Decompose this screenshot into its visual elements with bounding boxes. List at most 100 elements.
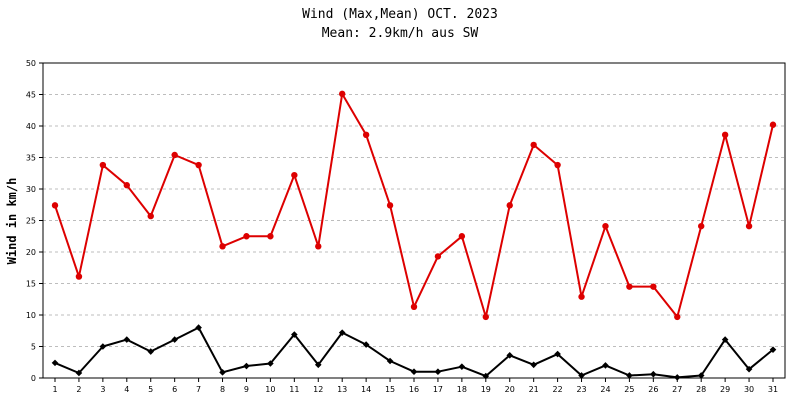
series-0-point-10	[291, 171, 298, 179]
x-tick-label-23: 24	[600, 385, 610, 394]
series-1-point-24	[626, 372, 633, 379]
series-1-point-30	[769, 346, 777, 353]
y-tick-label-0: 0	[31, 374, 36, 383]
series-0-point-26	[674, 313, 681, 321]
series-0-point-8	[243, 233, 250, 240]
x-tick-label-30: 31	[768, 385, 778, 394]
series-1-point-12	[338, 329, 346, 336]
series-1-point-25	[650, 370, 657, 378]
series-1-point-20	[530, 361, 537, 369]
y-tick-label-10: 50	[26, 59, 36, 68]
series-0-point-22	[578, 293, 585, 300]
series-1-point-21	[554, 350, 561, 358]
x-tick-label-19: 20	[505, 385, 515, 394]
x-tick-label-24: 25	[624, 385, 634, 394]
x-tick-label-14: 15	[385, 385, 395, 394]
series-1-point-22	[578, 372, 585, 379]
x-tick-label-25: 26	[648, 385, 658, 394]
series-1-point-0	[51, 359, 59, 367]
x-tick-label-26: 27	[672, 385, 682, 394]
series-0-point-19	[506, 202, 513, 209]
series-0-point-15	[410, 303, 418, 311]
series-1-point-16	[434, 368, 442, 375]
x-tick-label-28: 29	[720, 385, 730, 394]
x-tick-label-5: 6	[172, 385, 177, 394]
series-0-point-24	[626, 283, 633, 290]
series-0-point-21	[554, 161, 561, 169]
chart-subtitle: Mean: 2.9km/h aus SW	[322, 26, 479, 41]
y-axis-label: Wind in km/h	[5, 178, 19, 265]
x-tick-label-3: 4	[124, 385, 129, 394]
series-1-point-28	[721, 336, 729, 343]
y-tick-label-3: 15	[26, 280, 36, 289]
series-1-point-26	[673, 374, 681, 381]
series-0-point-17	[458, 233, 466, 240]
series-1-point-2	[99, 343, 107, 350]
series-0-point-25	[650, 283, 657, 290]
x-tick-label-21: 22	[553, 385, 563, 394]
x-tick-label-17: 18	[457, 385, 467, 394]
series-0-point-16	[434, 253, 442, 260]
y-tick-label-7: 35	[26, 154, 36, 163]
x-tick-label-7: 8	[220, 385, 225, 394]
series-1-point-15	[410, 368, 418, 375]
x-tick-label-4: 5	[148, 385, 153, 394]
series-0-point-14	[386, 202, 394, 209]
series-1-point-23	[602, 362, 609, 369]
series-1-point-4	[147, 348, 155, 355]
series-0-point-11	[315, 243, 322, 250]
y-tick-label-8: 40	[26, 122, 36, 131]
series-1-point-10	[291, 331, 298, 338]
x-tick-label-12: 13	[337, 385, 347, 394]
series-1-point-9	[267, 360, 274, 367]
series-1-point-27	[697, 372, 705, 379]
series-1-point-11	[314, 361, 322, 369]
series-0-point-9	[267, 233, 274, 240]
series-1-point-18	[482, 372, 490, 380]
series-0-point-12	[339, 90, 346, 98]
y-tick-label-5: 25	[26, 217, 36, 226]
x-tick-label-2: 3	[100, 385, 105, 394]
series-1-point-13	[362, 341, 370, 348]
series-1-point-19	[506, 352, 514, 359]
x-tick-label-9: 10	[265, 385, 275, 394]
series-1-point-17	[458, 363, 466, 370]
series-0-point-27	[698, 222, 705, 230]
y-tick-label-2: 10	[26, 311, 36, 320]
series-0-point-3	[123, 182, 130, 189]
y-tick-label-6: 30	[26, 185, 36, 194]
series-0-point-18	[482, 313, 489, 321]
series-0-point-5	[171, 151, 178, 159]
series-0-point-6	[195, 161, 202, 169]
series-0-point-4	[147, 212, 154, 220]
series-1-point-5	[171, 336, 178, 343]
x-tick-label-13: 14	[361, 385, 371, 394]
x-tick-label-29: 30	[744, 385, 754, 394]
x-tick-label-11: 12	[313, 385, 323, 394]
series-0-point-7	[219, 243, 226, 250]
y-tick-label-4: 20	[26, 248, 36, 257]
series-0-point-0	[51, 202, 59, 209]
series-group	[51, 90, 777, 381]
series-1-point-3	[123, 336, 131, 343]
series-0-point-28	[721, 131, 729, 139]
x-tick-label-20: 21	[529, 385, 539, 394]
x-tick-label-1: 2	[76, 385, 81, 394]
x-tick-label-6: 7	[196, 385, 201, 394]
series-0-point-20	[530, 141, 537, 149]
series-0-point-29	[745, 222, 753, 230]
y-tick-label-1: 5	[31, 343, 36, 352]
x-tick-label-0: 1	[52, 385, 57, 394]
x-tick-label-15: 16	[409, 385, 419, 394]
x-tick-label-22: 23	[576, 385, 586, 394]
series-0-point-23	[602, 222, 609, 230]
series-1-point-1	[75, 369, 83, 377]
chart-title: Wind (Max,Mean) OCT. 2023	[302, 7, 498, 22]
series-0-point-2	[99, 161, 107, 169]
series-0-point-13	[362, 131, 370, 139]
series-0-point-1	[75, 273, 83, 280]
series-1-point-8	[243, 362, 250, 370]
series-0-line	[54, 92, 774, 318]
